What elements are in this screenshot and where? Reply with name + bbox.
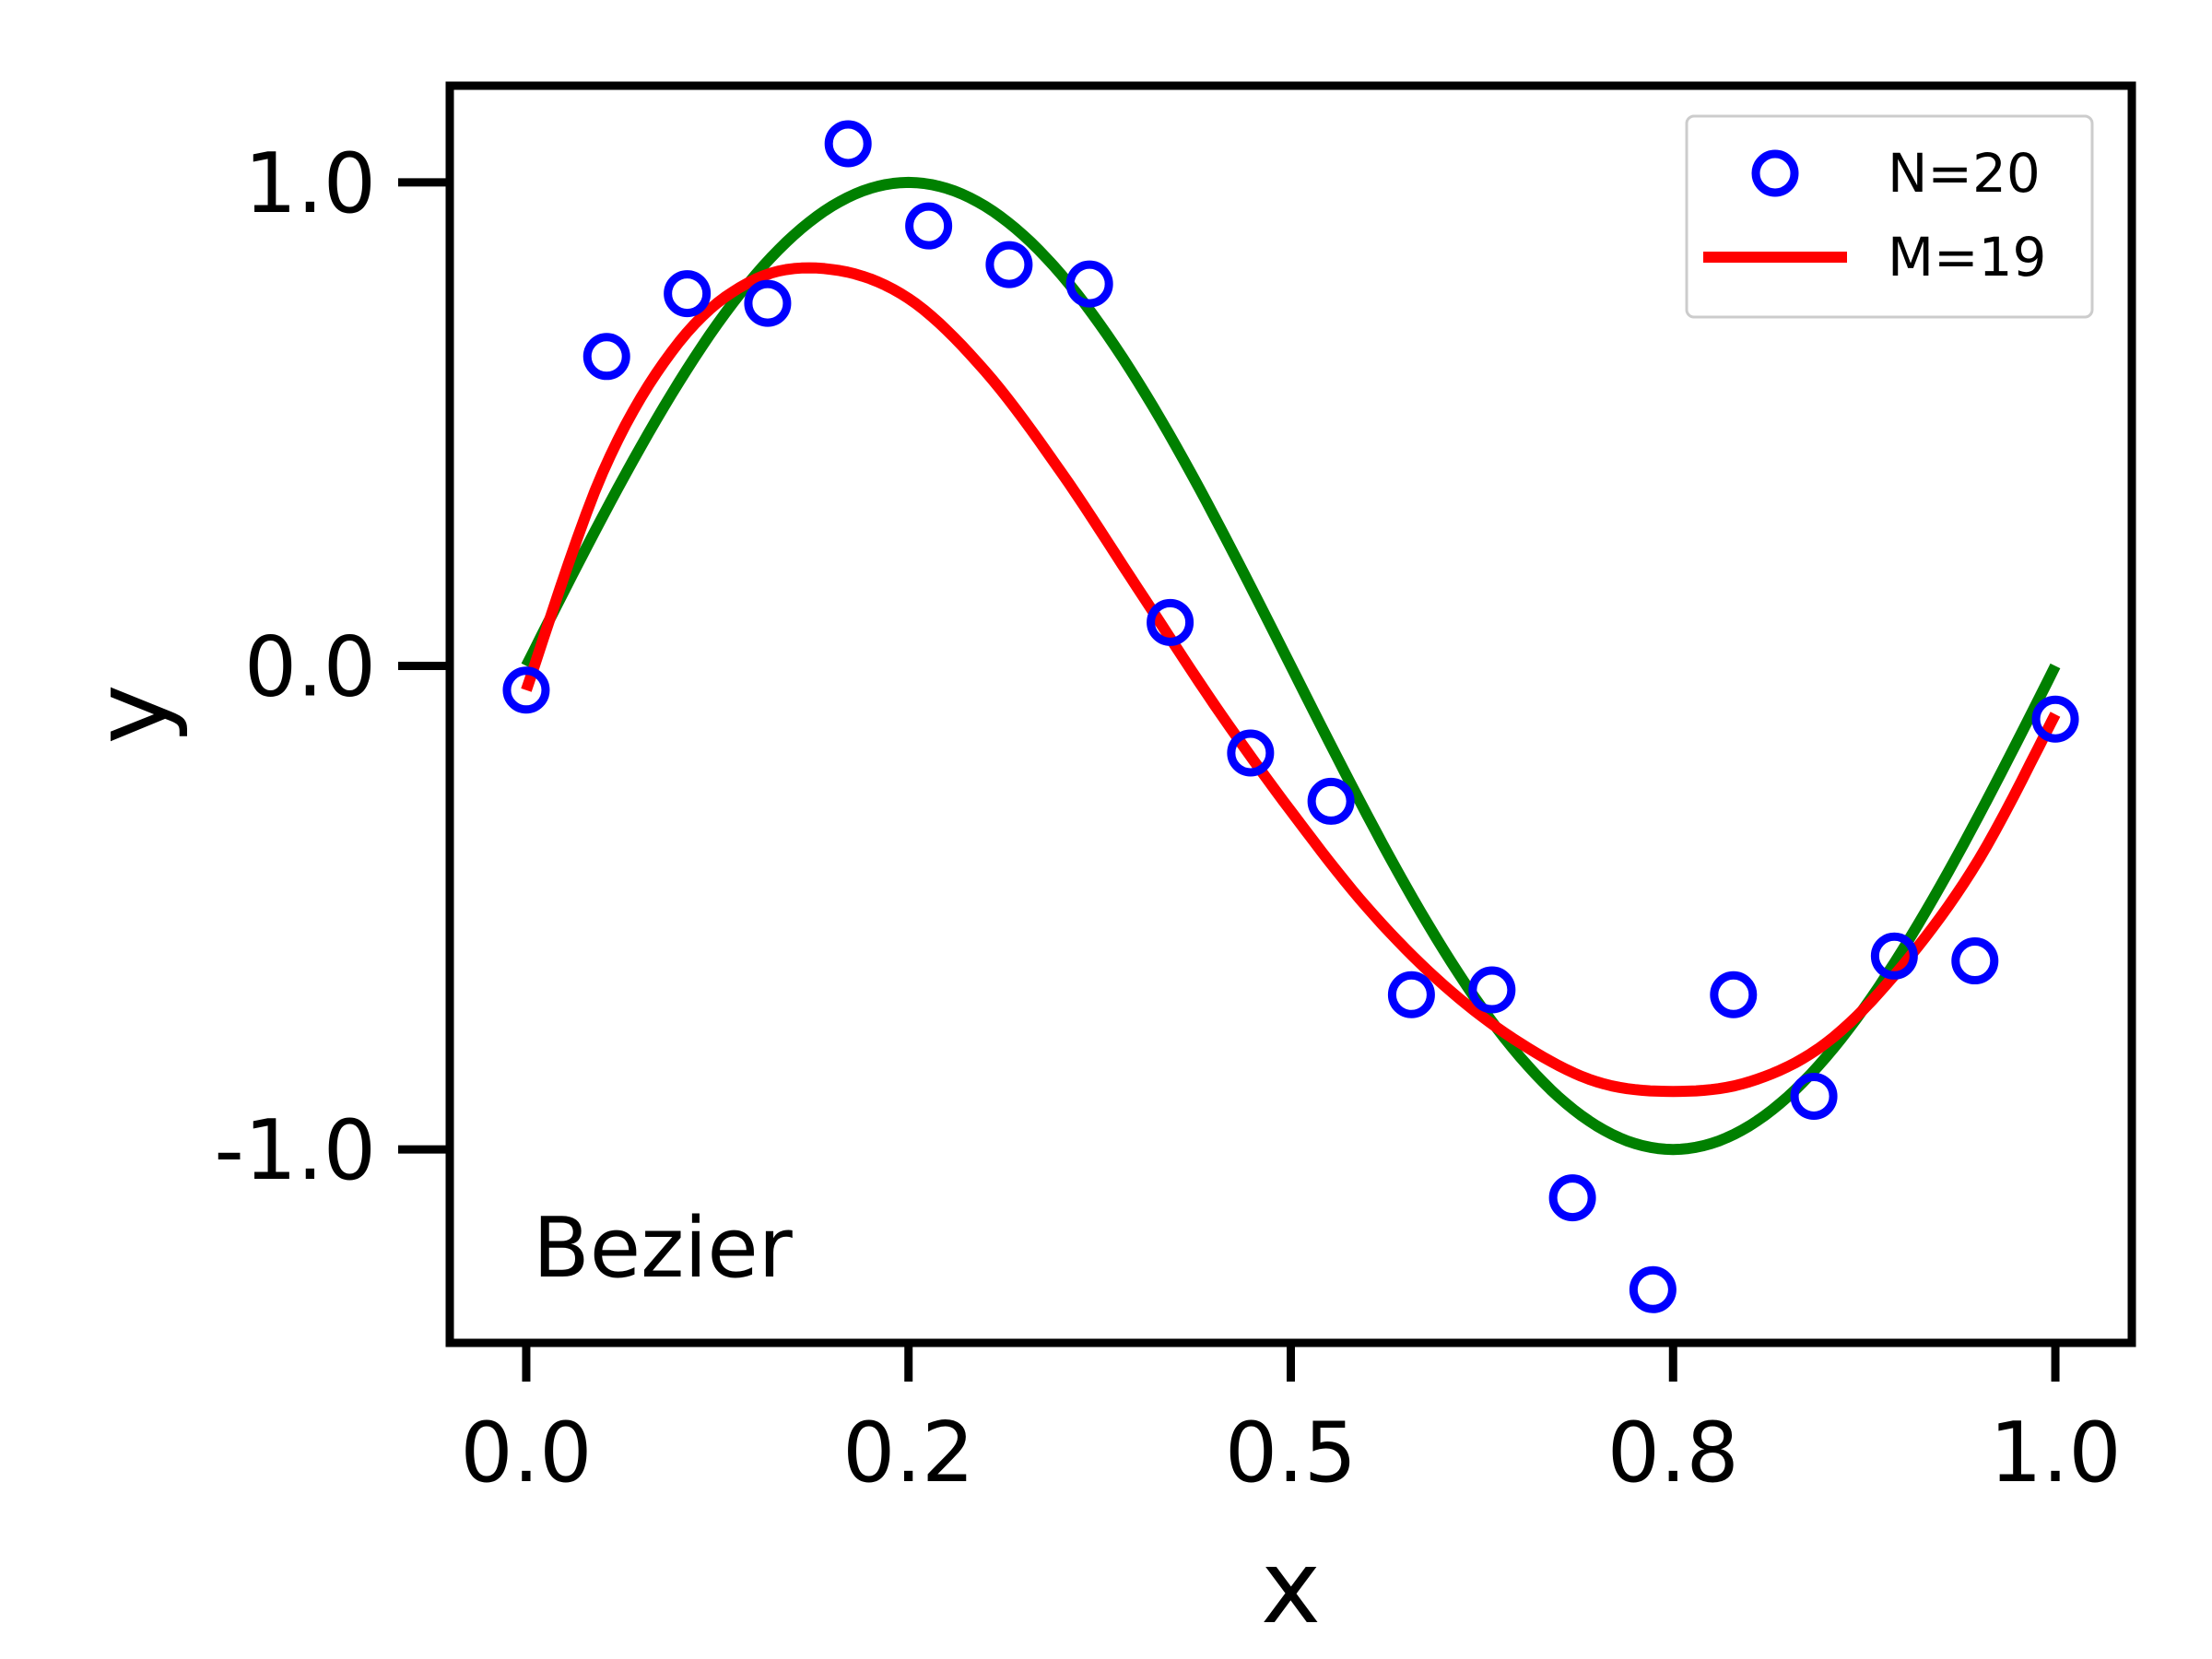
y-tick-label: 1.0 bbox=[244, 135, 376, 232]
curves-layer bbox=[521, 176, 2061, 1156]
x-tick-label: 0.8 bbox=[1607, 1405, 1739, 1501]
y-tick-label: 0.0 bbox=[244, 619, 376, 716]
data-point bbox=[2031, 695, 2079, 743]
data-point bbox=[1468, 966, 1516, 1014]
curve-true-function bbox=[521, 176, 2061, 1156]
data-point bbox=[1548, 1174, 1596, 1222]
x-axis-label: x bbox=[1261, 1528, 1321, 1646]
y-tick-label: -1.0 bbox=[214, 1102, 376, 1199]
data-point bbox=[664, 270, 712, 318]
data-point bbox=[1629, 1265, 1677, 1313]
data-points-layer bbox=[502, 120, 2079, 1313]
legend-marker-scatter bbox=[1751, 149, 1799, 197]
data-point bbox=[824, 120, 872, 168]
bezier-annotation: Bezier bbox=[533, 1200, 793, 1297]
data-point bbox=[1307, 777, 1355, 825]
data-point bbox=[1710, 971, 1758, 1018]
data-point bbox=[1387, 971, 1435, 1018]
y-axis-ticks: -1.0 0.0 1.0 bbox=[214, 135, 450, 1199]
legend: N=20 M=19 bbox=[1685, 114, 2094, 319]
curve-fit-m19 bbox=[521, 262, 2061, 1098]
data-point bbox=[502, 666, 550, 714]
data-point bbox=[1951, 937, 1999, 985]
data-point bbox=[1065, 260, 1113, 308]
legend-label-scatter: N=20 bbox=[1888, 142, 2041, 205]
data-point bbox=[985, 241, 1033, 288]
x-tick-label: 0.2 bbox=[842, 1405, 974, 1501]
data-point bbox=[1227, 729, 1275, 777]
data-point bbox=[582, 333, 630, 381]
x-axis-ticks: 0.0 0.2 0.5 0.8 1.0 bbox=[460, 1343, 2122, 1501]
data-point bbox=[744, 279, 792, 327]
legend-box bbox=[1685, 114, 2094, 319]
data-point bbox=[1790, 1072, 1838, 1120]
legend-label-fit: M=19 bbox=[1888, 226, 2046, 288]
data-point bbox=[905, 202, 953, 250]
data-point bbox=[1870, 932, 1918, 980]
x-tick-label: 1.0 bbox=[1989, 1405, 2121, 1501]
y-axis-label: y bbox=[72, 684, 190, 744]
data-point bbox=[1147, 598, 1194, 646]
x-tick-label: 0.5 bbox=[1225, 1405, 1357, 1501]
x-tick-label: 0.0 bbox=[460, 1405, 592, 1501]
